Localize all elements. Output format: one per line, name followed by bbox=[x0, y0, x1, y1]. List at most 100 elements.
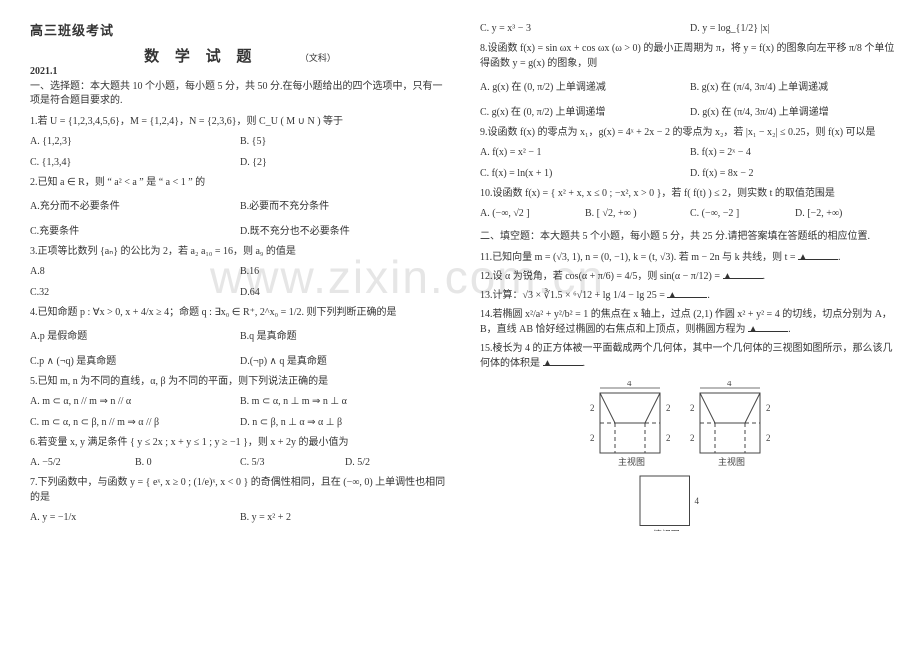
q10-options: A. (−∞, √2 ] B. [ √2, +∞ ) C. (−∞, −2 ] … bbox=[480, 208, 900, 219]
question-7: 7.下列函数中，与函数 y = { eˣ, x ≥ 0 ; (1/e)ˣ, x … bbox=[30, 475, 450, 505]
svg-text:4: 4 bbox=[695, 496, 700, 506]
q9-opt-d: D. f(x) = 8x − 2 bbox=[690, 168, 900, 179]
svg-text:2: 2 bbox=[766, 403, 771, 413]
q14-text: 14.若椭圆 x²/a² + y²/b² = 1 的焦点在 x 轴上，过点 (2… bbox=[480, 309, 892, 335]
q7-options-row1: A. y = −1/x B. y = x² + 2 bbox=[30, 512, 450, 523]
q3-opt-c: C.32 bbox=[30, 287, 240, 298]
three-view-svg: 42222主视图42222主视图4俯视图 bbox=[580, 381, 800, 531]
svg-text:2: 2 bbox=[590, 433, 595, 443]
exam-date: 2021.1 bbox=[30, 66, 450, 77]
title-row: 数 学 试 题 （文科） bbox=[30, 45, 450, 66]
q1-options-row2: C. {1,3,4} D. {2} bbox=[30, 157, 450, 168]
svg-text:2: 2 bbox=[666, 433, 671, 443]
q5-options-row2: C. m ⊂ α, n ⊂ β, n // m ⇒ α // β D. n ⊂ … bbox=[30, 417, 450, 428]
q10-opt-b: B. [ √2, +∞ ) bbox=[585, 208, 690, 219]
question-14: 14.若椭圆 x²/a² + y²/b² = 1 的焦点在 x 轴上，过点 (2… bbox=[480, 307, 900, 337]
q10-opt-a: A. (−∞, √2 ] bbox=[480, 208, 585, 219]
q6-opt-c: C. 5/3 bbox=[240, 457, 345, 468]
header-text: 高三班级考试 bbox=[30, 20, 450, 39]
q5-opt-d: D. n ⊂ β, n ⊥ α ⇒ α ⊥ β bbox=[240, 417, 450, 428]
q5-opt-b: B. m ⊂ α, n ⊥ m ⇒ n ⊥ α bbox=[240, 396, 450, 407]
blank-mark-icon: ▲ bbox=[723, 271, 733, 282]
q4-opt-b: B.q 是真命题 bbox=[240, 327, 450, 342]
question-11: 11.已知向量 m = (√3, 1), n = (0, −1), k = (t… bbox=[480, 250, 900, 265]
question-6: 6.若变量 x, y 满足条件 { y ≤ 2x ; x + y ≤ 1 ; y… bbox=[30, 435, 450, 450]
q4-opt-d: D.(¬p) ∧ q 是真命题 bbox=[240, 352, 450, 367]
question-1: 1.若 U = {1,2,3,4,5,6}，M = {1,2,4}，N = {2… bbox=[30, 114, 450, 129]
q5-opt-a: A. m ⊂ α, n // m ⇒ n // α bbox=[30, 396, 240, 407]
q10-opt-d: D. [−2, +∞) bbox=[795, 208, 900, 219]
q5-options-row1: A. m ⊂ α, n // m ⇒ n // α B. m ⊂ α, n ⊥ … bbox=[30, 396, 450, 407]
section2-intro: 二、填空题：本大题共 5 个小题，每小题 5 分，共 25 分.请把答案填在答题… bbox=[480, 230, 900, 244]
q1-opt-b: B. {5} bbox=[240, 136, 450, 147]
svg-text:2: 2 bbox=[766, 433, 771, 443]
q3-opt-b: B.16 bbox=[240, 266, 450, 277]
svg-text:4: 4 bbox=[727, 381, 732, 388]
left-column: 高三班级考试 数 学 试 题 （文科） 2021.1 一、选择题：本大题共 10… bbox=[30, 20, 450, 531]
q6-options: A. −5/2 B. 0 C. 5/3 D. 5/2 bbox=[30, 457, 450, 468]
q4-options-row2: C.p ∧ (¬q) 是真命题 D.(¬p) ∧ q 是真命题 bbox=[30, 352, 450, 367]
svg-text:俯视图: 俯视图 bbox=[653, 529, 680, 532]
q7-opt-a: A. y = −1/x bbox=[30, 512, 240, 523]
q2-opt-d: D.既不充分也不必要条件 bbox=[240, 222, 450, 237]
q15-blank: ▲ bbox=[543, 356, 583, 366]
q1-opt-d: D. {2} bbox=[240, 157, 450, 168]
q3-opt-d: D.64 bbox=[240, 287, 450, 298]
three-view-figure: 42222主视图42222主视图4俯视图 bbox=[480, 381, 900, 531]
section1-intro: 一、选择题：本大题共 10 个小题，每小题 5 分，共 50 分.在每小题给出的… bbox=[30, 80, 450, 108]
q9-options-row1: A. f(x) = x² − 1 B. f(x) = 2ˣ − 4 bbox=[480, 147, 900, 158]
q7-options-row2: C. y = x³ − 3 D. y = log_{1/2} |x| bbox=[480, 23, 900, 34]
q8-opt-a: A. g(x) 在 (0, π/2) 上单调递减 bbox=[480, 78, 690, 93]
q2-options-row1: A.充分而不必要条件 B.必要而不充分条件 bbox=[30, 197, 450, 212]
q2-options-row2: C.充要条件 D.既不充分也不必要条件 bbox=[30, 222, 450, 237]
q9-opt-a: A. f(x) = x² − 1 bbox=[480, 147, 690, 158]
blank-mark-icon: ▲ bbox=[667, 290, 677, 301]
question-8: 8.设函数 f(x) = sin ωx + cos ωx (ω > 0) 的最小… bbox=[480, 41, 900, 71]
q3-options-row1: A.8 B.16 bbox=[30, 266, 450, 277]
q9-options-row2: C. f(x) = ln(x + 1) D. f(x) = 8x − 2 bbox=[480, 168, 900, 179]
title-subject: （文科） bbox=[300, 53, 336, 63]
q8-options-row1: A. g(x) 在 (0, π/2) 上单调递减 B. g(x) 在 (π/4,… bbox=[480, 78, 900, 93]
q5-opt-c: C. m ⊂ α, n ⊂ β, n // m ⇒ α // β bbox=[30, 417, 240, 428]
q14-blank: ▲ bbox=[748, 322, 788, 332]
q6-opt-b: B. 0 bbox=[135, 457, 240, 468]
question-12: 12.设 α 为锐角，若 cos(α + π/6) = 4/5，则 sin(α … bbox=[480, 269, 900, 284]
question-4: 4.已知命题 p : ∀x > 0, x + 4/x ≥ 4；命题 q : ∃x… bbox=[30, 305, 450, 320]
svg-text:2: 2 bbox=[666, 403, 671, 413]
q6-opt-a: A. −5/2 bbox=[30, 457, 135, 468]
q7-opt-d: D. y = log_{1/2} |x| bbox=[690, 23, 900, 34]
question-13: 13.计算：√3 × ∛1.5 × ⁶√12 + lg 1/4 − lg 25 … bbox=[480, 288, 900, 303]
q12-text: 12.设 α 为锐角，若 cos(α + π/6) = 4/5，则 sin(α … bbox=[480, 271, 723, 282]
q13-blank: ▲ bbox=[667, 288, 707, 298]
question-3: 3.正项等比数列 {aₙ} 的公比为 2，若 a₂ a₁₀ = 16，则 a₉ … bbox=[30, 244, 450, 259]
q8-opt-b: B. g(x) 在 (π/4, 3π/4) 上单调递减 bbox=[690, 78, 900, 93]
blank-mark-icon: ▲ bbox=[543, 358, 553, 369]
blank-mark-icon: ▲ bbox=[748, 324, 758, 335]
q7-opt-b: B. y = x² + 2 bbox=[240, 512, 450, 523]
q9-opt-c: C. f(x) = ln(x + 1) bbox=[480, 168, 690, 179]
q1-opt-a: A. {1,2,3} bbox=[30, 136, 240, 147]
question-5: 5.已知 m, n 为不同的直线，α, β 为不同的平面，则下列说法正确的是 bbox=[30, 374, 450, 389]
svg-text:2: 2 bbox=[690, 433, 695, 443]
q1-opt-c: C. {1,3,4} bbox=[30, 157, 240, 168]
question-10: 10.设函数 f(x) = { x² + x, x ≤ 0 ; −x², x >… bbox=[480, 186, 900, 201]
svg-text:主视图: 主视图 bbox=[618, 456, 645, 467]
q6-opt-d: D. 5/2 bbox=[345, 457, 450, 468]
q12-blank: ▲ bbox=[723, 269, 763, 279]
q4-opt-c: C.p ∧ (¬q) 是真命题 bbox=[30, 352, 240, 367]
exam-page: 高三班级考试 数 学 试 题 （文科） 2021.1 一、选择题：本大题共 10… bbox=[0, 0, 920, 541]
main-title: 数 学 试 题 bbox=[144, 49, 257, 65]
q1-options-row1: A. {1,2,3} B. {5} bbox=[30, 136, 450, 147]
svg-text:4: 4 bbox=[627, 381, 632, 388]
q2-opt-b: B.必要而不充分条件 bbox=[240, 197, 450, 212]
q8-opt-c: C. g(x) 在 (0, π/2) 上单调递增 bbox=[480, 103, 690, 118]
question-15: 15.棱长为 4 的正方体被一平面截成两个几何体，其中一个几何体的三视图如图所示… bbox=[480, 341, 900, 371]
q3-options-row2: C.32 D.64 bbox=[30, 287, 450, 298]
blank-mark-icon: ▲ bbox=[798, 252, 808, 263]
svg-text:主视图: 主视图 bbox=[718, 456, 745, 467]
q2-opt-c: C.充要条件 bbox=[30, 222, 240, 237]
q9-opt-b: B. f(x) = 2ˣ − 4 bbox=[690, 147, 900, 158]
q13-text: 13.计算：√3 × ∛1.5 × ⁶√12 + lg 1/4 − lg 25 … bbox=[480, 290, 667, 301]
q3-opt-a: A.8 bbox=[30, 266, 240, 277]
svg-text:2: 2 bbox=[690, 403, 695, 413]
